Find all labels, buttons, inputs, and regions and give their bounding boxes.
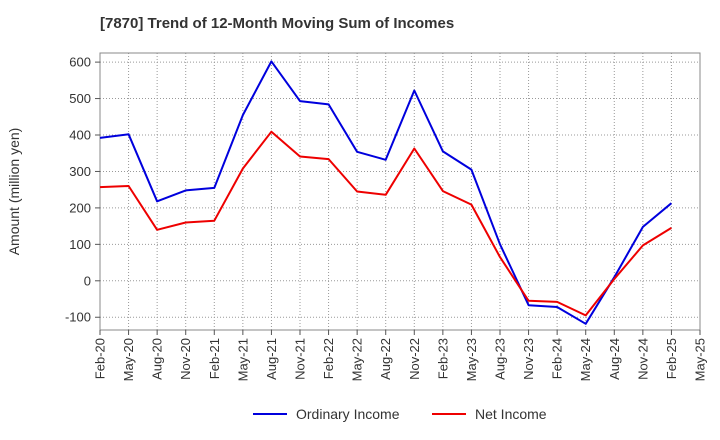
x-tick-label: Feb-23	[435, 338, 450, 379]
x-tick-label: Aug-24	[607, 338, 622, 380]
x-tick-label: May-23	[464, 338, 479, 381]
x-tick-label: Aug-22	[378, 338, 393, 380]
chart-title: [7870] Trend of 12-Month Moving Sum of I…	[100, 15, 455, 32]
x-tick-label: May-25	[693, 338, 708, 381]
x-tick-label: Feb-24	[550, 338, 565, 379]
y-tick-label: -100	[65, 310, 91, 325]
series-line-ordinary-income	[99, 60, 673, 325]
x-tick-label: Aug-23	[493, 338, 508, 380]
x-tick-label: May-24	[578, 338, 593, 381]
y-tick-label: 400	[69, 128, 91, 143]
y-tick-label: 0	[84, 273, 91, 288]
y-tick-label: 200	[69, 200, 91, 215]
x-axis-ticks: Feb-20 May-20 Aug-20 Nov-20 Feb-21 May-21 Aug-…	[93, 330, 708, 381]
x-tick-label: Feb-25	[664, 338, 679, 379]
x-tick-label: May-21	[235, 338, 250, 381]
legend: Ordinary Income Net Income	[253, 406, 547, 422]
y-axis-label: Amount (million yen)	[6, 128, 22, 256]
x-tick-label: Feb-21	[207, 338, 222, 379]
plot-frame	[99, 52, 701, 331]
y-tick-label: 300	[69, 164, 91, 179]
x-tick-label: May-22	[350, 338, 365, 381]
series-group	[99, 60, 673, 325]
y-axis-ticks: -100 0 100 200 300 400 500 600	[65, 55, 100, 325]
x-tick-label: Nov-21	[293, 338, 308, 380]
x-tick-label: Nov-23	[521, 338, 536, 380]
y-tick-label: 600	[69, 55, 91, 70]
series-line-net-income	[99, 130, 672, 317]
x-tick-label: Nov-22	[407, 338, 422, 380]
y-tick-label: 100	[69, 237, 91, 252]
x-tick-label: Aug-20	[150, 338, 165, 380]
x-tick-label: Feb-20	[93, 338, 108, 379]
legend-label-net-income: Net Income	[475, 406, 547, 422]
x-tick-label: Aug-21	[264, 338, 279, 380]
x-tick-label: Nov-24	[635, 338, 650, 380]
legend-label-ordinary-income: Ordinary Income	[296, 406, 400, 422]
grid	[99, 53, 701, 330]
y-tick-label: 500	[69, 91, 91, 106]
x-tick-label: Feb-22	[321, 338, 336, 379]
x-tick-label: May-20	[121, 338, 136, 381]
x-tick-label: Nov-20	[178, 338, 193, 380]
